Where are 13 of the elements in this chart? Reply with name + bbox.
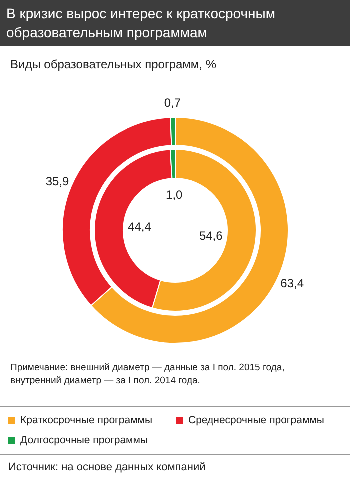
legend-label: Долгосрочные программы bbox=[20, 434, 148, 446]
data-label: 63,4 bbox=[280, 276, 304, 290]
data-label: 1,0 bbox=[166, 188, 184, 202]
text: Примечание: внешний диаметр — данные за I пол. 2015 года, внутренний диаметр — за I пол. 2014 года. bbox=[10, 362, 285, 387]
text: Источник: на основе данных компаний bbox=[8, 462, 206, 474]
legend-label: Краткосрочные программы bbox=[20, 414, 153, 426]
data-label: 35,9 bbox=[46, 174, 70, 188]
data-label: 44,4 bbox=[128, 220, 152, 234]
chart-subtitle: Виды образовательных программ, % bbox=[10, 58, 217, 72]
data-label: 54,6 bbox=[199, 229, 224, 244]
legend-label: Среднесрочные программы bbox=[188, 414, 324, 426]
chart-title: В кризис вырос интерес к краткосрочным образовательным программам bbox=[6, 6, 276, 41]
data-label: 0,7 bbox=[164, 96, 182, 110]
